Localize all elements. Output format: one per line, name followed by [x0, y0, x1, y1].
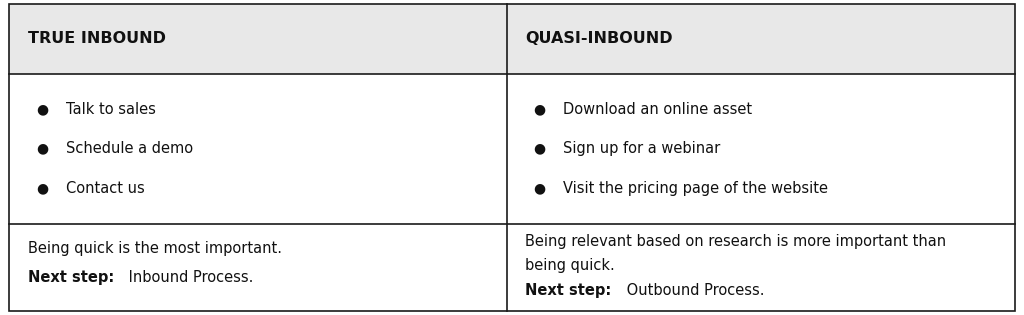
- Bar: [9, 4, 1015, 74]
- Text: Download an online asset: Download an online asset: [563, 102, 753, 117]
- Text: ●: ●: [534, 142, 546, 156]
- Text: Talk to sales: Talk to sales: [66, 102, 156, 117]
- Text: being quick.: being quick.: [525, 258, 615, 273]
- Text: Being relevant based on research is more important than: Being relevant based on research is more…: [525, 234, 946, 249]
- Text: Being quick is the most important.: Being quick is the most important.: [28, 241, 282, 256]
- Text: Inbound Process.: Inbound Process.: [124, 271, 253, 285]
- Text: Contact us: Contact us: [66, 180, 144, 196]
- Bar: [9, 224, 1015, 311]
- Text: Schedule a demo: Schedule a demo: [66, 141, 193, 156]
- Text: ●: ●: [534, 181, 546, 195]
- Text: Outbound Process.: Outbound Process.: [622, 283, 764, 298]
- Text: Next step:: Next step:: [525, 283, 611, 298]
- Text: ●: ●: [36, 181, 48, 195]
- Text: ●: ●: [36, 142, 48, 156]
- Text: ●: ●: [534, 102, 546, 116]
- Text: Visit the pricing page of the website: Visit the pricing page of the website: [563, 180, 828, 196]
- Text: ●: ●: [36, 102, 48, 116]
- Text: QUASI-INBOUND: QUASI-INBOUND: [525, 31, 673, 46]
- Text: Next step:: Next step:: [28, 271, 114, 285]
- Text: Sign up for a webinar: Sign up for a webinar: [563, 141, 721, 156]
- Text: TRUE INBOUND: TRUE INBOUND: [28, 31, 166, 46]
